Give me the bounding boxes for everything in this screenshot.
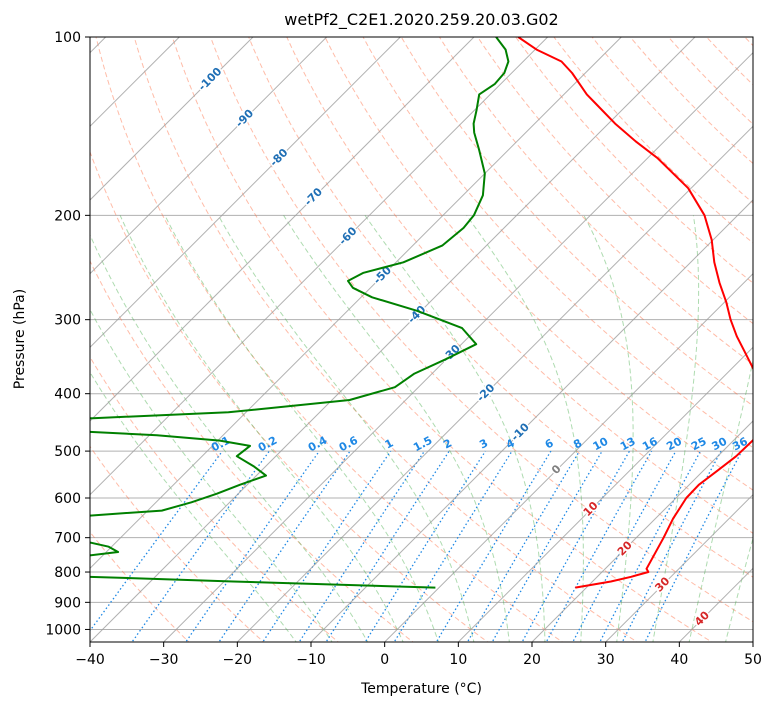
mixing-ratio-line xyxy=(393,450,513,642)
mixing-ratio-line xyxy=(298,450,425,642)
moist-adiabat-line xyxy=(90,308,333,642)
isotherm-line xyxy=(236,125,753,642)
dry-adiabat-line xyxy=(362,37,753,449)
dry-adiabat-line xyxy=(438,37,753,366)
moist-adiabat-line xyxy=(217,215,475,642)
x-tick-label: −20 xyxy=(223,652,253,668)
mixing-ratio-labels: 0.1 0.2 0.4 0.6 1 1.5 2 3 4 6 8 10 13 16 20 25 30 36 xyxy=(209,434,750,455)
x-tick-label: 10 xyxy=(449,652,467,668)
isotherm-line xyxy=(90,37,549,496)
dry-adiabat-line xyxy=(209,37,753,623)
dry-adiabat-line xyxy=(90,150,489,642)
isotherm-line xyxy=(310,199,753,642)
isotherm-line xyxy=(90,37,254,201)
isotherm-line xyxy=(90,37,696,642)
x-tick-label: 20 xyxy=(523,652,541,668)
mixing-ratio-line xyxy=(325,450,450,642)
y-tick-label: 200 xyxy=(54,208,81,224)
dry-adiabat-line xyxy=(248,37,753,578)
isotherm-line xyxy=(90,37,475,422)
y-tick-label: 300 xyxy=(54,313,81,329)
profiles xyxy=(90,37,753,589)
y-tick-label: 400 xyxy=(54,387,81,403)
plot-frame xyxy=(89,36,754,643)
isotherm-line xyxy=(531,420,753,642)
y-axis-label: Pressure (hPa) xyxy=(12,289,28,389)
dry-adiabat-line xyxy=(90,531,190,642)
dry-adiabats xyxy=(90,24,775,645)
isotherm-line xyxy=(90,37,328,275)
dry-adiabat-line xyxy=(770,24,775,645)
dry-adiabat-line xyxy=(95,37,564,642)
y-tick-label: 900 xyxy=(54,595,81,611)
dry-adiabat-line xyxy=(90,356,340,642)
isotherm-line xyxy=(90,37,401,349)
x-axis: −40 −30 −20 −10 0 10 20 30 40 50 xyxy=(75,642,762,668)
temperature-profile-line xyxy=(517,37,753,589)
dry-adiabat-line xyxy=(171,37,713,642)
y-tick-label: 100 xyxy=(54,30,81,46)
moist-adiabats xyxy=(90,215,753,642)
x-tick-label: −30 xyxy=(149,652,179,668)
moist-adiabat-line xyxy=(119,215,404,642)
x-tick-label: 30 xyxy=(597,652,615,668)
y-tick-label: 800 xyxy=(54,565,81,581)
chart-title: wetPf2_C2E1.2020.259.20.03.G02 xyxy=(284,10,558,30)
x-tick-label: 50 xyxy=(744,652,762,668)
y-tick-label: 1000 xyxy=(45,622,81,638)
dewpoint-profile-line xyxy=(90,37,510,589)
y-tick-label: 700 xyxy=(54,531,81,547)
isotherms xyxy=(90,37,753,642)
mixing-ratio-label: 25 xyxy=(689,435,709,454)
dry-adiabat-line xyxy=(324,37,753,491)
moist-adiabat-line xyxy=(583,215,634,642)
isotherm-line xyxy=(457,346,753,642)
mixing-ratio-line xyxy=(131,450,270,642)
x-tick-label: 0 xyxy=(380,652,389,668)
mixing-ratio-line xyxy=(185,450,320,642)
x-axis-label: Temperature (°C) xyxy=(360,681,482,697)
gridlines xyxy=(90,37,753,630)
mixing-ratio-label: 30 xyxy=(710,435,730,454)
moist-adiabat-line xyxy=(90,371,297,642)
mixing-ratio-line xyxy=(90,450,223,632)
mixing-ratio-label: 20 xyxy=(664,434,684,453)
isotherm-line xyxy=(90,37,622,570)
mixing-ratio-line xyxy=(621,450,722,642)
x-tick-label: 40 xyxy=(670,652,688,668)
x-tick-label: −10 xyxy=(296,652,326,668)
mixing-ratio-line xyxy=(572,450,677,642)
dry-adiabat-line xyxy=(133,37,638,642)
dry-adiabat-line xyxy=(286,37,753,534)
moist-adiabat-line xyxy=(283,215,510,642)
mixing-ratio-label: 13 xyxy=(618,435,638,454)
mixing-ratio-line xyxy=(262,450,392,642)
isotherm-line xyxy=(384,272,753,642)
isotherm-line xyxy=(605,493,753,642)
mixing-ratio-lines xyxy=(90,450,743,642)
isotherm-line xyxy=(752,641,753,642)
mixing-ratio-line xyxy=(599,450,702,642)
y-axis: 100 200 300 400 500 600 700 800 900 1000 xyxy=(45,30,90,638)
x-tick-label: −40 xyxy=(75,652,105,668)
moist-adiabat-line xyxy=(364,215,546,642)
y-tick-label: 500 xyxy=(54,444,81,460)
mixing-ratio-label: 16 xyxy=(640,435,660,454)
isotherm-line xyxy=(163,51,753,642)
dry-adiabat-line xyxy=(90,259,414,642)
mixing-ratio-line xyxy=(218,450,351,642)
plot-background xyxy=(90,37,753,642)
moist-adiabat-line xyxy=(164,215,440,642)
moist-adiabat-line xyxy=(688,358,753,642)
mixing-ratio-line xyxy=(466,450,580,642)
y-tick-label: 600 xyxy=(54,491,81,507)
mixing-ratio-label: 10 xyxy=(591,434,611,453)
